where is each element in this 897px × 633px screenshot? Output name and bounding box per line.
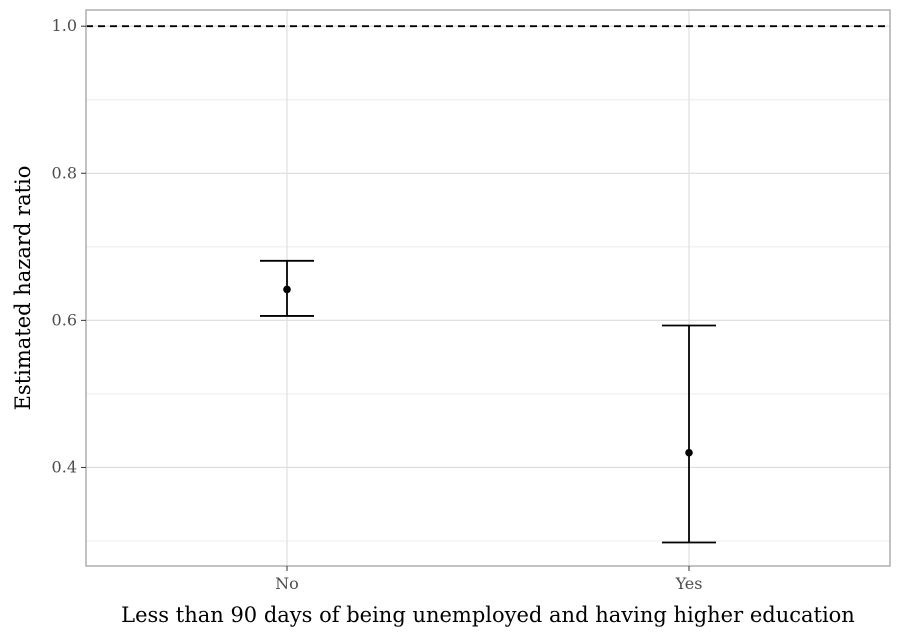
x-axis-title: Less than 90 days of being unemployed an… — [121, 603, 855, 627]
y-tick-label: 0.8 — [52, 163, 77, 182]
y-tick-label: 1.0 — [52, 16, 77, 35]
y-tick-label: 0.4 — [52, 457, 77, 476]
mark-layer — [260, 259, 716, 544]
x-tick-label: Yes — [675, 574, 703, 593]
x-tick-label: No — [275, 574, 299, 593]
point-estimate — [685, 448, 693, 457]
point-estimate — [283, 285, 291, 294]
tick-layer: 0.4 0.6 0.8 1.0 No Yes — [52, 16, 703, 593]
y-axis-title: Estimated hazard ratio — [11, 166, 35, 411]
y-tick-label: 0.6 — [52, 310, 77, 329]
panel-border — [85, 9, 891, 567]
grid-layer — [86, 10, 890, 566]
